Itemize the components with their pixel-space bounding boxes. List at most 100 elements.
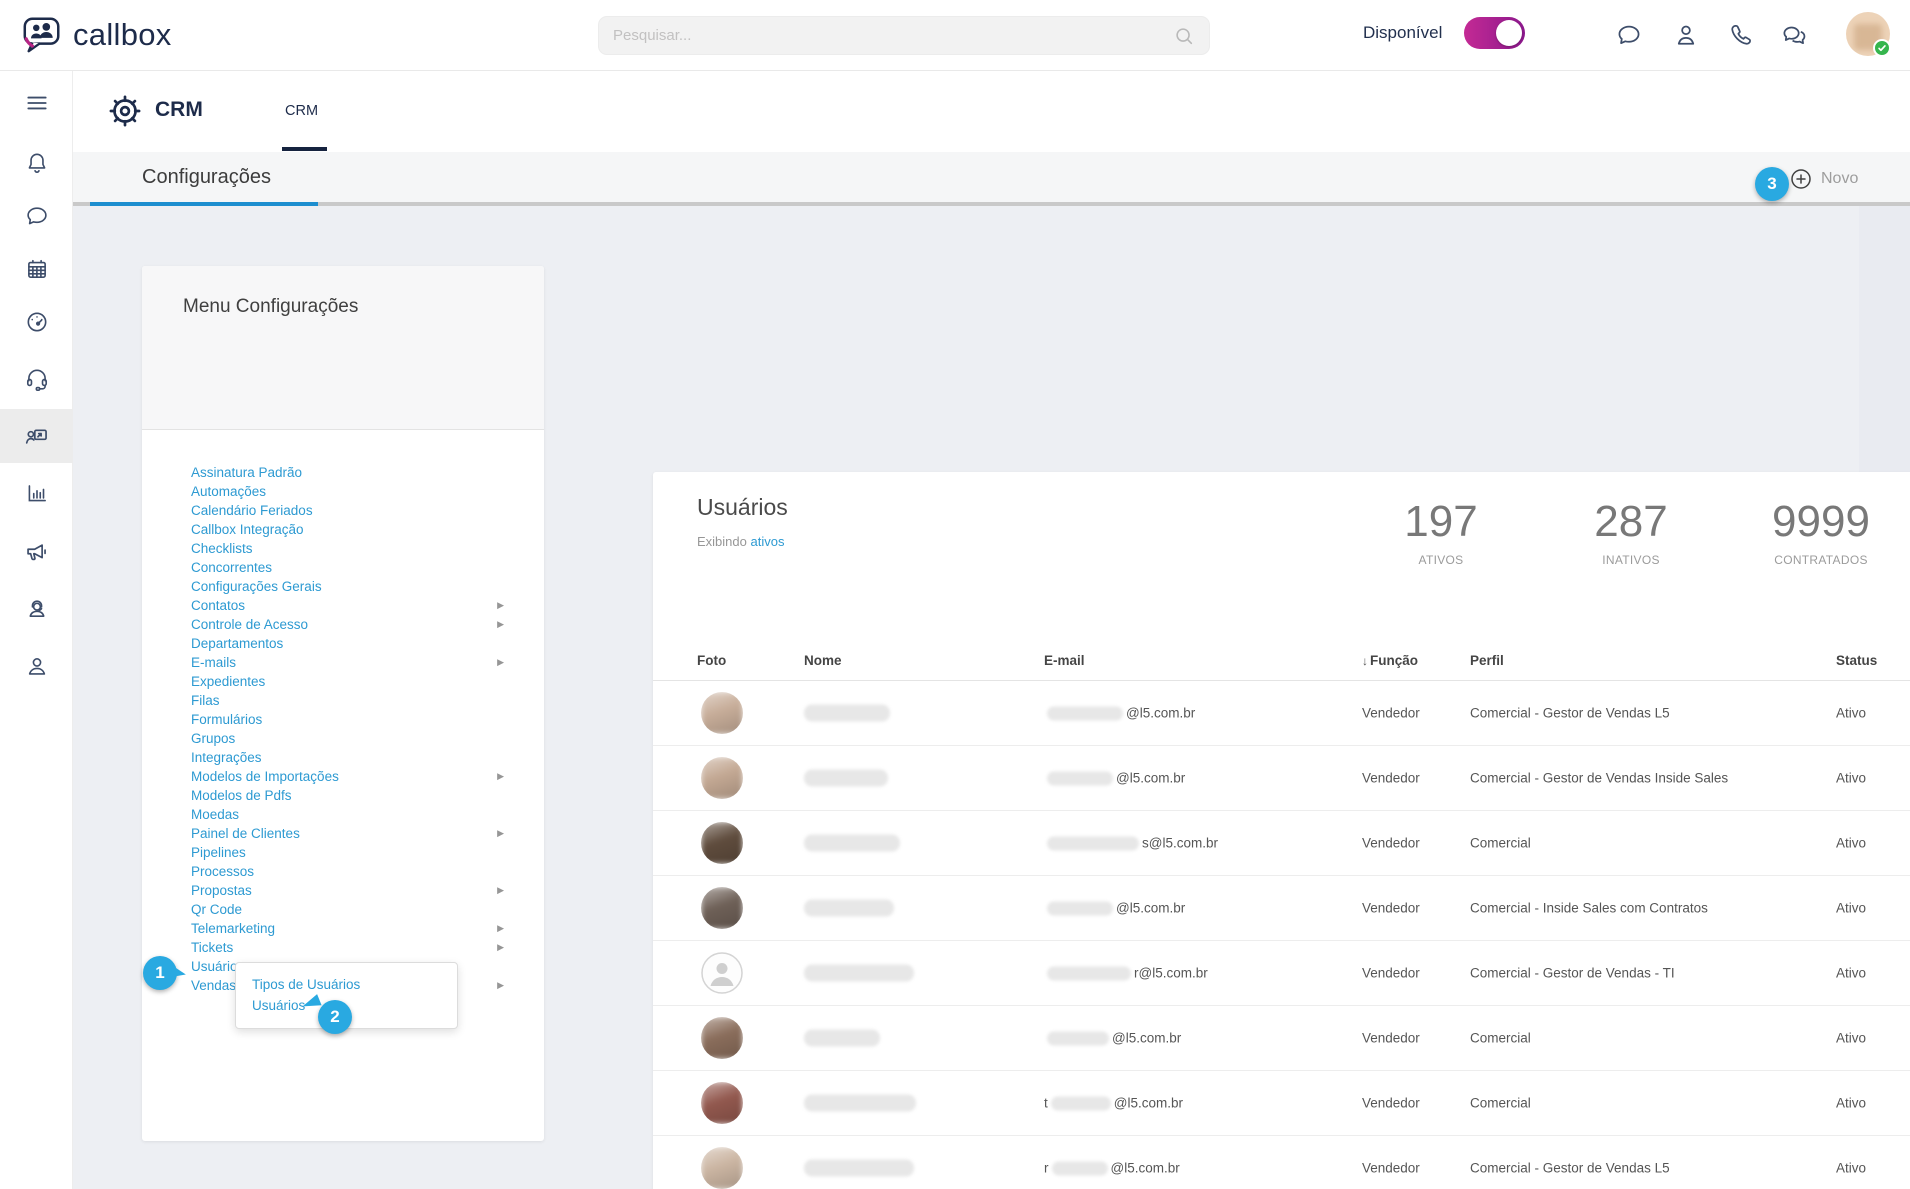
settings-menu-item[interactable]: Contatos ▶ bbox=[191, 596, 504, 615]
table-row[interactable]: @l5.com.br Vendedor Comercial - Gestor d… bbox=[653, 746, 1910, 811]
settings-menu-item[interactable]: Callbox Integração ▶ bbox=[191, 520, 504, 539]
tab-configuracoes[interactable]: Configurações bbox=[142, 166, 271, 188]
column-header-funcao[interactable]: ↓ Função bbox=[1362, 653, 1419, 668]
submenu-item[interactable]: Tipos de Usuários bbox=[252, 977, 361, 992]
row-avatar-photo bbox=[701, 692, 743, 734]
search-icon[interactable] bbox=[1173, 25, 1195, 47]
settings-menu-link[interactable]: Modelos de Pdfs bbox=[191, 788, 292, 803]
table-row[interactable]: t @l5.com.br Vendedor Comercial Ativo bbox=[653, 1071, 1910, 1136]
table-row[interactable]: @l5.com.br Vendedor Comercial Ativo bbox=[653, 1006, 1910, 1071]
settings-menu-link[interactable]: Concorrentes bbox=[191, 560, 273, 575]
settings-menu-link[interactable]: Controle de Acesso bbox=[191, 617, 309, 632]
settings-menu-link[interactable]: Pipelines bbox=[191, 845, 246, 860]
settings-menu-link[interactable]: Processos bbox=[191, 864, 255, 879]
settings-menu-item[interactable]: Processos ▶ bbox=[191, 862, 504, 881]
sidebar-item-support[interactable] bbox=[0, 352, 73, 406]
settings-menu-item[interactable]: Automações ▶ bbox=[191, 482, 504, 501]
settings-menu-link[interactable]: Contatos bbox=[191, 598, 246, 613]
settings-menu-link[interactable]: Checklists bbox=[191, 541, 253, 556]
settings-menu-link[interactable]: Departamentos bbox=[191, 636, 284, 651]
settings-menu-item[interactable]: Configurações Gerais ▶ bbox=[191, 577, 504, 596]
settings-menu-item[interactable]: Vendas ▶ bbox=[191, 976, 504, 995]
column-header-email[interactable]: E-mail bbox=[1044, 653, 1085, 668]
settings-menu-item[interactable]: Pipelines ▶ bbox=[191, 843, 504, 862]
settings-menu-link[interactable]: Qr Code bbox=[191, 902, 243, 917]
sidebar-item-campaigns[interactable] bbox=[0, 524, 73, 578]
settings-menu-link[interactable]: Grupos bbox=[191, 731, 236, 746]
settings-menu-item[interactable]: Calendário Feriados ▶ bbox=[191, 501, 504, 520]
new-button-label: Novo bbox=[1821, 170, 1859, 187]
conversations-icon[interactable] bbox=[1780, 21, 1810, 49]
settings-menu-item[interactable]: Expedientes ▶ bbox=[191, 672, 504, 691]
settings-menu-link[interactable]: Automações bbox=[191, 484, 267, 499]
submenu-item[interactable]: Usuários bbox=[252, 998, 306, 1013]
settings-menu-link[interactable]: Painel de Clientes bbox=[191, 826, 300, 841]
settings-menu-link[interactable]: Vendas bbox=[191, 978, 237, 993]
settings-menu-link[interactable]: Callbox Integração bbox=[191, 522, 304, 537]
table-row[interactable]: @l5.com.br Vendedor Comercial - Gestor d… bbox=[653, 681, 1910, 746]
sidebar-item-calendar[interactable] bbox=[0, 242, 73, 296]
contacts-icon[interactable] bbox=[1672, 21, 1700, 49]
column-header-foto[interactable]: Foto bbox=[697, 653, 727, 668]
settings-menu-item[interactable]: E-mails ▶ bbox=[191, 653, 504, 672]
settings-menu-item[interactable]: Telemarketing ▶ bbox=[191, 919, 504, 938]
sidebar-item-dashboard[interactable] bbox=[0, 295, 73, 349]
filter-ativos-link[interactable]: ativos bbox=[750, 534, 785, 549]
table-row[interactable]: r @l5.com.br Vendedor Comercial - Gestor… bbox=[653, 1136, 1910, 1189]
settings-menu-item[interactable]: Formulários ▶ bbox=[191, 710, 504, 729]
settings-menu-item[interactable]: Tickets ▶ bbox=[191, 938, 504, 957]
settings-menu-link[interactable]: Filas bbox=[191, 693, 220, 708]
sidebar-menu-toggle[interactable] bbox=[0, 76, 73, 130]
table-row[interactable]: @l5.com.br Vendedor Comercial - Inside S… bbox=[653, 876, 1910, 941]
settings-menu-link[interactable]: Calendário Feriados bbox=[191, 503, 313, 518]
settings-menu-link[interactable]: Configurações Gerais bbox=[191, 579, 322, 594]
settings-menu-link[interactable]: Tickets bbox=[191, 940, 234, 955]
settings-menu-item[interactable]: Moedas ▶ bbox=[191, 805, 504, 824]
settings-menu-item[interactable]: Controle de Acesso ▶ bbox=[191, 615, 504, 634]
status-cell: Ativo bbox=[1836, 965, 1867, 981]
tab-crm[interactable]: CRM bbox=[285, 103, 319, 119]
settings-menu-item[interactable]: Concorrentes ▶ bbox=[191, 558, 504, 577]
settings-menu-item[interactable]: Usuários ▶ bbox=[191, 957, 504, 976]
settings-menu-item[interactable]: Modelos de Importações ▶ bbox=[191, 767, 504, 786]
sidebar-item-chat[interactable] bbox=[0, 189, 73, 243]
sidebar-item-crm[interactable] bbox=[0, 409, 73, 463]
settings-menu-item[interactable]: Grupos ▶ bbox=[191, 729, 504, 748]
settings-menu-link[interactable]: Assinatura Padrão bbox=[191, 465, 303, 480]
settings-menu-item[interactable]: Propostas ▶ bbox=[191, 881, 504, 900]
settings-menu-link[interactable]: Expedientes bbox=[191, 674, 266, 689]
sidebar-item-telemarketing[interactable] bbox=[0, 581, 73, 635]
settings-menu-item[interactable]: Modelos de Pdfs ▶ bbox=[191, 786, 504, 805]
settings-menu-item[interactable]: Assinatura Padrão ▶ bbox=[191, 463, 504, 482]
sidebar-item-notifications[interactable] bbox=[0, 136, 73, 190]
settings-menu-link[interactable]: Modelos de Importações bbox=[191, 769, 339, 784]
settings-menu-link[interactable]: Integrações bbox=[191, 750, 262, 765]
settings-menu-item[interactable]: Painel de Clientes ▶ bbox=[191, 824, 504, 843]
settings-menu-link[interactable]: Telemarketing bbox=[191, 921, 276, 936]
settings-menu-link[interactable]: E-mails bbox=[191, 655, 237, 670]
settings-menu-item[interactable]: Qr Code ▶ bbox=[191, 900, 504, 919]
settings-menu-item[interactable]: Departamentos ▶ bbox=[191, 634, 504, 653]
new-button[interactable]: Novo bbox=[1789, 167, 1858, 191]
table-row[interactable]: r@l5.com.br Vendedor Comercial - Gestor … bbox=[653, 941, 1910, 1006]
phone-icon[interactable] bbox=[1727, 21, 1755, 49]
column-header-perfil[interactable]: Perfil bbox=[1470, 653, 1504, 668]
column-header-nome[interactable]: Nome bbox=[804, 653, 842, 668]
column-header-status[interactable]: Status bbox=[1836, 653, 1878, 668]
row-avatar-photo bbox=[701, 757, 743, 799]
sidebar-item-reports[interactable] bbox=[0, 466, 73, 520]
settings-menu-item[interactable]: Filas ▶ bbox=[191, 691, 504, 710]
table-body: @l5.com.br Vendedor Comercial - Gestor d… bbox=[653, 681, 1910, 1189]
availability-toggle[interactable] bbox=[1464, 17, 1525, 49]
settings-menu-link[interactable]: Formulários bbox=[191, 712, 263, 727]
sidebar-item-profile[interactable] bbox=[0, 639, 73, 693]
chat-icon[interactable] bbox=[1615, 21, 1643, 49]
search-input[interactable] bbox=[613, 27, 1173, 44]
settings-menu-item[interactable]: Integrações ▶ bbox=[191, 748, 504, 767]
settings-menu-link[interactable]: Propostas bbox=[191, 883, 252, 898]
table-row[interactable]: s@l5.com.br Vendedor Comercial Ativo bbox=[653, 811, 1910, 876]
settings-menu-item[interactable]: Checklists ▶ bbox=[191, 539, 504, 558]
brand-logo[interactable]: callbox bbox=[20, 13, 172, 57]
settings-menu-link[interactable]: Moedas bbox=[191, 807, 240, 822]
settings-menu-link[interactable]: Usuários bbox=[191, 959, 245, 974]
